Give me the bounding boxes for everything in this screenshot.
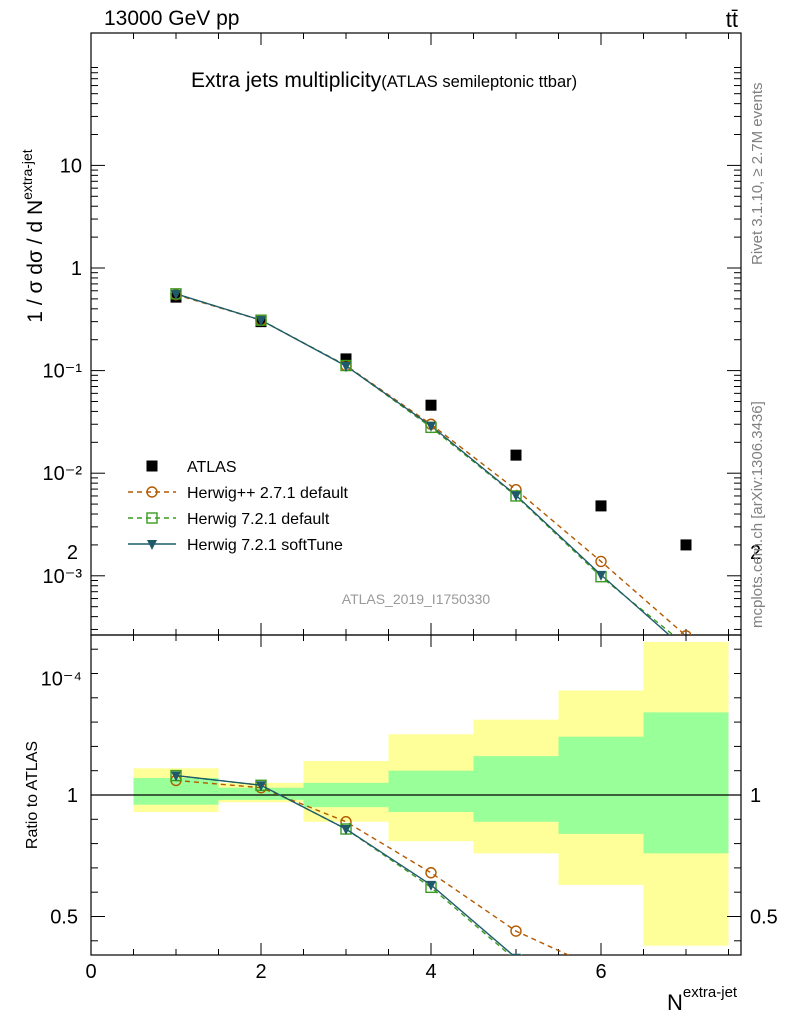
ratio-point-herwig-7-2-1-softtune bbox=[256, 781, 266, 792]
y-axis-label-text: 1 / σ dσ / d N bbox=[24, 200, 47, 323]
legend-label-atlas: ATLAS bbox=[187, 459, 237, 476]
plot-title-main: Extra jets multiplicity bbox=[191, 69, 382, 92]
ratio-point-herwig-7-2-1-softtune bbox=[171, 771, 181, 782]
x-axis-label: Nextra-jet bbox=[667, 984, 738, 1015]
plot-subtitle: (ATLAS semileptonic ttbar) bbox=[381, 73, 577, 91]
y-tick-label-ratio-left: 2 bbox=[67, 542, 78, 564]
legend-marker-herwig-7-2-1-default bbox=[146, 512, 158, 524]
y-tick-label-ratio-left: 0.5 bbox=[50, 907, 78, 929]
legend: ATLAS Herwig++ 2.7.1 default Herwig 7.2.1 … bbox=[128, 459, 349, 554]
ratio-point-herwig-7-2-1-default bbox=[510, 954, 522, 955]
rivet-label: Rivet 3.1.10, ≥ 2.7M events bbox=[749, 83, 766, 266]
y-axis-label-sup: extra-jet bbox=[19, 149, 35, 200]
main-series-layer bbox=[170, 288, 692, 635]
y-tick-label-main: 10⁻³ bbox=[43, 566, 83, 588]
ratio-point-herwig-7-2-1-softtune bbox=[426, 880, 436, 891]
ratio-point-herwig-7-2-1-softtune bbox=[596, 983, 606, 993]
inner-band bbox=[558, 736, 644, 834]
x-tick-label: 4 bbox=[425, 961, 436, 983]
ratio-point-herwig-7-2-1-default bbox=[596, 984, 606, 994]
point-herwig-7-2-1-softtune bbox=[341, 361, 351, 372]
point-atlas bbox=[595, 500, 607, 512]
inner-band bbox=[473, 756, 559, 822]
point-herwig-7-2-1-softtune bbox=[596, 570, 606, 581]
legend-marker-atlas bbox=[146, 460, 158, 472]
energy-label: 13000 GeV pp bbox=[104, 7, 239, 30]
x-axis-label-sup: extra-jet bbox=[683, 984, 738, 1001]
point-herwig-2-7-1-default bbox=[680, 630, 692, 635]
point-herwig-7-2-1-softtune bbox=[171, 289, 181, 300]
x-tick-label: 2 bbox=[255, 961, 266, 983]
legend-marker-herwig-2-7-1-default bbox=[146, 486, 158, 498]
inner-band bbox=[643, 712, 729, 854]
y-tick-label-main: 10⁻² bbox=[43, 463, 83, 485]
x-tick-label: 0 bbox=[85, 961, 96, 983]
plot-title: Extra jets multiplicity(ATLAS semilepton… bbox=[191, 69, 577, 92]
ratio-point-herwig-2-7-1-default bbox=[425, 867, 437, 879]
inner-band bbox=[133, 777, 219, 805]
point-atlas bbox=[340, 353, 352, 365]
point-atlas bbox=[425, 399, 437, 411]
ratio-point-herwig-7-2-1-softtune bbox=[341, 825, 351, 836]
y-tick-label-ratio-right: 1 bbox=[750, 785, 761, 807]
uncertainty-bands bbox=[133, 641, 729, 946]
mcplots-label: mcplots.cern.ch [arXiv:1306.3436] bbox=[749, 401, 766, 628]
point-herwig-7-2-1-softtune bbox=[426, 421, 436, 432]
y-tick-label-main: 10⁻⁴ bbox=[41, 668, 82, 690]
y-tick-label-main: 10 bbox=[60, 155, 82, 177]
x-tick-label: 6 bbox=[595, 961, 606, 983]
x-axis-label-text: N bbox=[667, 990, 683, 1015]
y-axis-label-ratio: Ratio to ATLAS bbox=[24, 741, 41, 849]
y-tick-label-main: 1 bbox=[71, 258, 82, 280]
legend-label-herwig-7-2-1-softtune: Herwig 7.2.1 softTune bbox=[187, 537, 343, 554]
point-atlas bbox=[680, 539, 692, 551]
y-tick-label-main: 10⁻¹ bbox=[43, 361, 83, 383]
ratio-point-herwig-2-7-1-default bbox=[510, 925, 522, 937]
y-tick-label-ratio-right: 2 bbox=[750, 542, 761, 564]
ratio-point-herwig-7-2-1-softtune bbox=[511, 953, 521, 955]
y-axis-label-main: 1 / σ dσ / d Nextra-jet bbox=[19, 149, 47, 322]
point-herwig-2-7-1-default bbox=[595, 555, 607, 568]
y-tick-label-ratio-left: 1 bbox=[67, 785, 78, 807]
ratio-series-layer bbox=[170, 769, 606, 994]
series-line-herwig-2-7-1-default bbox=[175, 293, 687, 635]
y-tick-label-ratio-right: 0.5 bbox=[750, 907, 778, 929]
point-atlas bbox=[510, 449, 522, 461]
analysis-id-label: ATLAS_2019_I1750330 bbox=[342, 591, 491, 607]
legend-marker-herwig-7-2-1-softtune bbox=[147, 540, 157, 550]
legend-label-herwig-7-2-1-default: Herwig 7.2.1 default bbox=[187, 511, 330, 528]
process-label: tt̄ bbox=[726, 7, 738, 32]
point-herwig-7-2-1-softtune bbox=[511, 491, 521, 502]
inner-band bbox=[388, 770, 474, 813]
legend-label-herwig-2-7-1-default: Herwig++ 2.7.1 default bbox=[187, 485, 349, 502]
point-herwig-7-2-1-softtune bbox=[256, 316, 266, 327]
axis-ticks: 0 2 4 6 10 1 10⁻¹ 10⁻² 10⁻³ 10⁻⁴ 0.5 0.5 1 1 2 2 bbox=[41, 33, 778, 983]
